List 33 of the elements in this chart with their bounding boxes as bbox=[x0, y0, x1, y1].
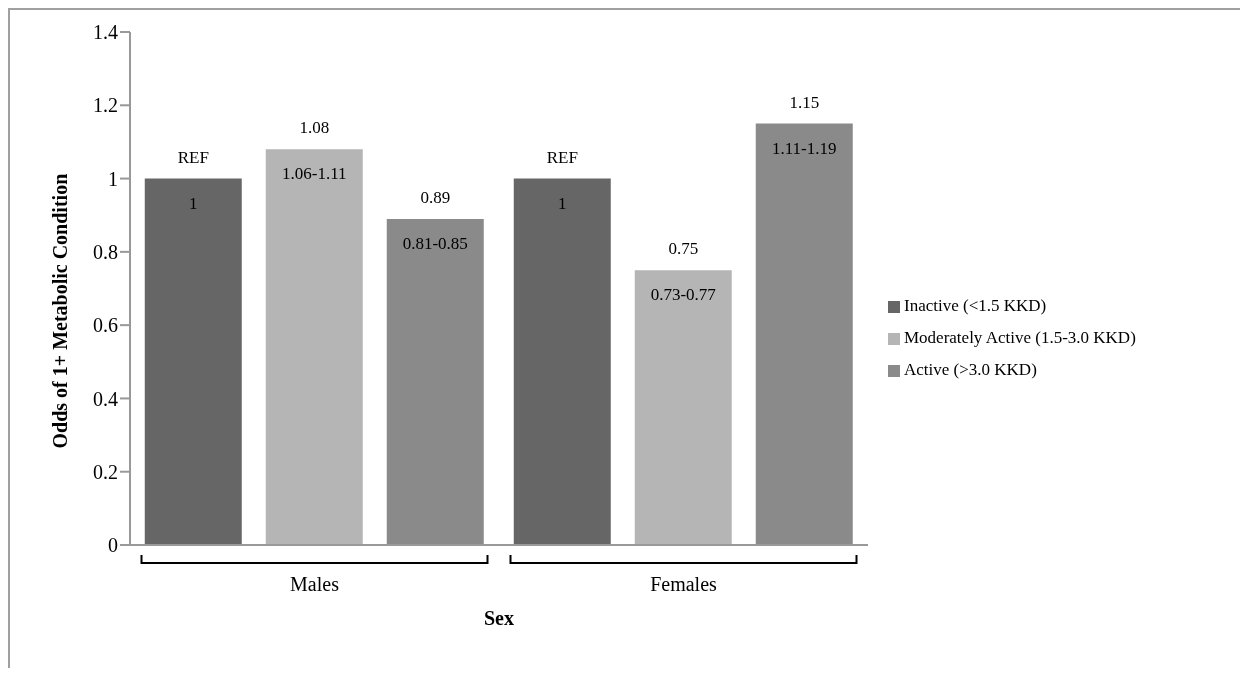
legend-label: Active (>3.0 KKD) bbox=[904, 359, 1037, 379]
data-label: REF bbox=[546, 147, 578, 167]
bar bbox=[755, 123, 853, 545]
data-label: REF bbox=[177, 147, 209, 167]
y-tick-label: 1 bbox=[108, 167, 118, 190]
bar bbox=[634, 270, 732, 545]
y-tick-label: 0 bbox=[108, 534, 118, 557]
annotation: 1 bbox=[189, 193, 198, 213]
x-axis-title: Sex bbox=[484, 607, 514, 629]
legend-label: Inactive (<1.5 KKD) bbox=[904, 295, 1047, 315]
y-axis-title: Odds of 1+ Metabolic Condition bbox=[49, 173, 72, 449]
y-tick-label: 0.2 bbox=[93, 460, 118, 483]
annotation: 1.06-1.11 bbox=[281, 164, 347, 184]
y-tick-label: 0.8 bbox=[93, 240, 118, 263]
legend-label: Moderately Active (1.5-3.0 KKD) bbox=[904, 327, 1136, 347]
y-tick-label: 1.2 bbox=[93, 94, 118, 117]
x-tick-label: Males bbox=[290, 573, 340, 595]
x-tick-label: Females bbox=[650, 573, 718, 595]
annotation: 0.81-0.85 bbox=[402, 233, 468, 253]
bar bbox=[386, 218, 484, 545]
y-tick-label: 1.4 bbox=[93, 21, 118, 44]
y-tick-label: 0.6 bbox=[93, 314, 118, 337]
annotation: 1 bbox=[558, 193, 567, 213]
data-label: 0.89 bbox=[420, 187, 451, 207]
bar bbox=[144, 178, 242, 545]
y-tick-label: 0.4 bbox=[93, 387, 118, 410]
data-label: 1.15 bbox=[789, 92, 820, 112]
data-label: 1.08 bbox=[299, 118, 330, 138]
bar bbox=[265, 149, 363, 545]
annotation: 1.11-1.19 bbox=[771, 138, 837, 158]
data-label: 0.75 bbox=[668, 239, 699, 259]
annotation: 0.73-0.77 bbox=[650, 285, 717, 305]
bar bbox=[513, 178, 611, 545]
